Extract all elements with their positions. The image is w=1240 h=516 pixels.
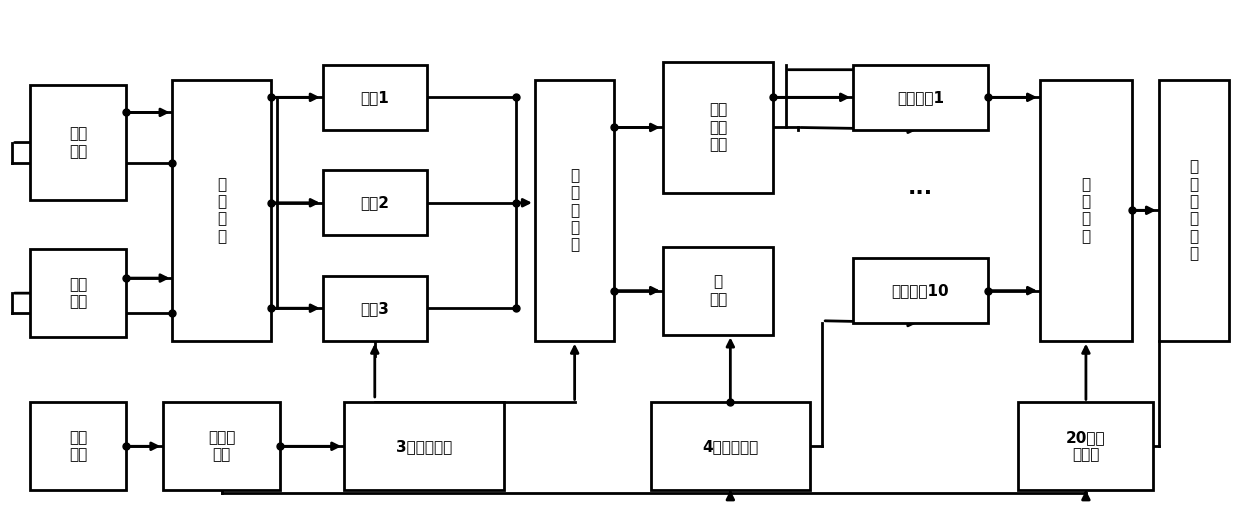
Bar — [1040, 80, 1132, 341]
Bar — [322, 64, 427, 130]
Text: 映
射
查
找
表: 映 射 查 找 表 — [570, 168, 579, 253]
Text: 数据缓存10: 数据缓存10 — [892, 283, 949, 298]
Bar — [663, 62, 774, 192]
Text: 同
步头: 同 步头 — [709, 275, 727, 307]
Text: 采集
数据: 采集 数据 — [69, 126, 87, 159]
Bar — [30, 402, 126, 490]
Text: 并
串
转
换: 并 串 转 换 — [1081, 176, 1090, 244]
Text: 端
口
同
步
输
出: 端 口 同 步 输 出 — [1189, 159, 1198, 261]
Text: 20倍采
集时钟: 20倍采 集时钟 — [1066, 430, 1106, 462]
Bar — [853, 64, 988, 130]
Bar — [172, 80, 270, 341]
Bar — [164, 402, 280, 490]
Bar — [853, 258, 988, 324]
Bar — [651, 402, 810, 490]
Bar — [30, 249, 126, 337]
Text: 平衡
编码
数据: 平衡 编码 数据 — [709, 103, 727, 152]
Text: 数据缓存1: 数据缓存1 — [897, 90, 944, 105]
Text: 数据3: 数据3 — [361, 301, 389, 316]
Text: 采集
时钟: 采集 时钟 — [69, 430, 87, 462]
Bar — [322, 276, 427, 341]
Bar — [663, 247, 774, 334]
Bar — [345, 402, 503, 490]
Text: 状态
标志: 状态 标志 — [69, 277, 87, 310]
Text: 时钟管
理器: 时钟管 理器 — [208, 430, 236, 462]
Bar — [1018, 402, 1153, 490]
Bar — [1159, 80, 1229, 341]
Text: 数据2: 数据2 — [361, 195, 389, 210]
Bar — [534, 80, 615, 341]
Bar — [322, 170, 427, 235]
Text: 4倍采集时钟: 4倍采集时钟 — [702, 439, 759, 454]
Text: ···: ··· — [908, 183, 932, 203]
Bar — [30, 85, 126, 200]
Text: 组
合
分
解: 组 合 分 解 — [217, 176, 226, 244]
Text: 3倍采集时钟: 3倍采集时钟 — [396, 439, 451, 454]
Text: 数据1: 数据1 — [361, 90, 389, 105]
